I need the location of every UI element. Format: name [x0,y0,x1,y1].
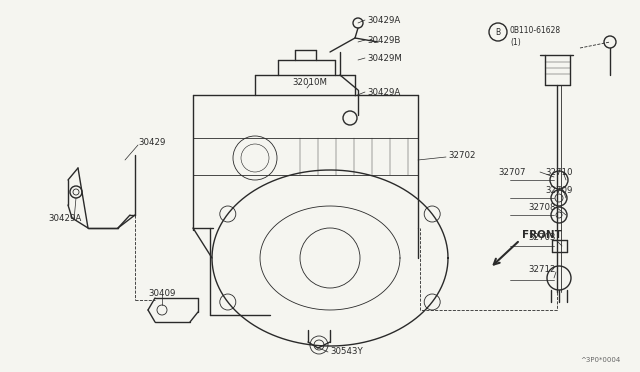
Text: ^3P0*0004: ^3P0*0004 [580,357,620,363]
Text: 30429B: 30429B [367,35,401,45]
Text: 32712: 32712 [528,266,556,275]
Text: 30429A: 30429A [367,16,400,25]
Text: 30543Y: 30543Y [330,347,363,356]
Text: 30409: 30409 [148,289,175,298]
Text: FRONT: FRONT [522,230,562,240]
Text: 32710: 32710 [545,167,573,176]
Text: 32708: 32708 [528,202,556,212]
Text: 32703: 32703 [528,232,556,241]
Text: (1): (1) [510,38,521,46]
Text: 32707: 32707 [498,167,525,176]
Text: 30429: 30429 [138,138,165,147]
Text: 0B110-61628: 0B110-61628 [510,26,561,35]
Text: 30429A: 30429A [367,87,400,96]
Text: B: B [495,28,500,36]
Text: 32709: 32709 [545,186,572,195]
Text: 32010M: 32010M [292,77,327,87]
Text: 32702: 32702 [448,151,476,160]
Text: 30429A: 30429A [48,214,81,222]
Text: 30429M: 30429M [367,54,402,62]
